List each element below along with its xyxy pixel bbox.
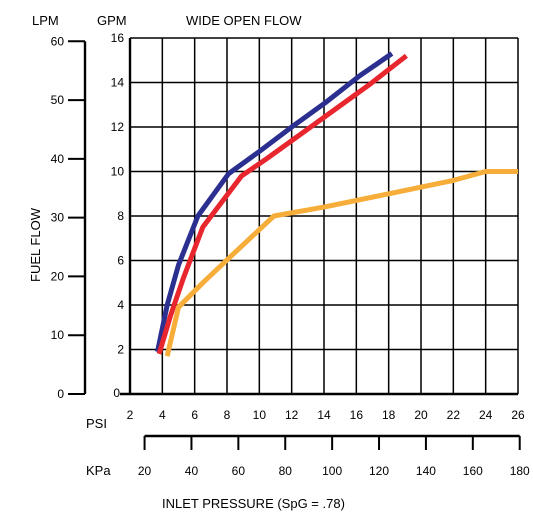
psi-tick-label: 26 [511,408,525,422]
kpa-tick-label: 60 [232,464,246,478]
series-line-2 [156,53,408,355]
gpm-tick-label-0: 0 [113,386,120,400]
psi-tick-label: 20 [414,408,428,422]
kpa-tick-label: 160 [463,464,483,478]
psi-tick-label: 14 [317,408,331,422]
kpa-units-label: KPa [86,463,111,478]
psi-tick-label: 24 [479,408,493,422]
series-line-1 [155,51,394,353]
psi-tick-label: 18 [382,408,396,422]
lpm-tick-label: 60 [51,34,65,48]
kpa-tick-label: 20 [138,464,152,478]
kpa-tick-label: 40 [185,464,199,478]
gpm-tick-label: 8 [117,209,124,223]
psi-tick-label: 12 [285,408,299,422]
lpm-tick-label: 30 [51,211,65,225]
gpm-tick-label: 16 [111,31,125,45]
kpa-tick-label: 120 [369,464,389,478]
kpa-tick-label: 140 [416,464,436,478]
gpm-tick-label: 10 [111,165,125,179]
psi-units-label: PSI [86,416,107,431]
psi-tick-label: 2 [127,408,134,422]
series-line-3 [164,169,518,357]
lpm-tick-label: 0 [57,387,64,401]
x-axis-label: INLET PRESSURE (SpG = .78) [162,496,345,511]
kpa-tick-label: 100 [322,464,342,478]
psi-tick-label: 16 [350,408,364,422]
lpm-tick-label: 20 [51,269,65,283]
kpa-tick-label: 80 [279,464,293,478]
gpm-units-label: GPM [97,13,127,28]
lpm-tick-label: 40 [51,152,65,166]
chart-title: WIDE OPEN FLOW [186,13,302,28]
gpm-tick-label: 2 [117,343,124,357]
y-axis-label: FUEL FLOW [28,207,43,282]
psi-tick-label: 6 [191,408,198,422]
psi-tick-label: 10 [253,408,267,422]
grid [128,37,519,394]
gpm-tick-label: 12 [111,120,125,134]
psi-tick-label: 8 [224,408,231,422]
gpm-tick-label: 6 [117,254,124,268]
gpm-tick-label: 14 [111,76,125,90]
psi-tick-label: 22 [447,408,461,422]
kpa-tick-label: 180 [510,464,530,478]
axes [68,40,521,450]
gpm-tick-label: 4 [117,298,124,312]
psi-tick-label: 4 [159,408,166,422]
lpm-tick-label: 50 [51,93,65,107]
lpm-units-label: LPM [32,13,59,28]
series-lines [155,51,518,357]
lpm-tick-label: 10 [51,328,65,342]
